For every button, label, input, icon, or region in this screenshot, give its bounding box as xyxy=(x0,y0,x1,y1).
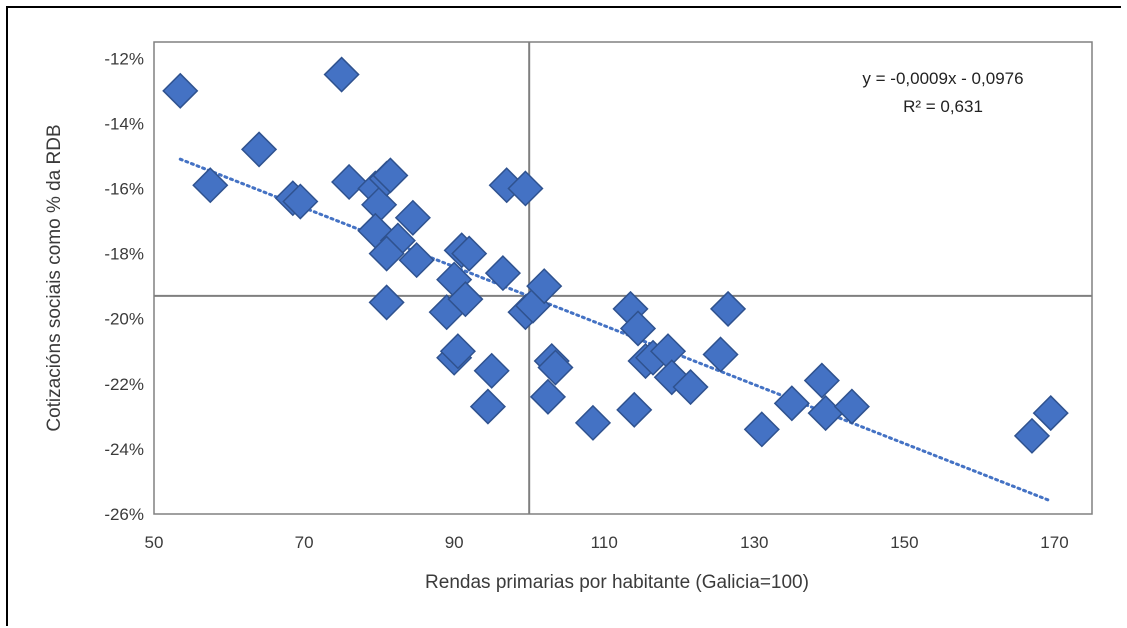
x-tick-label: 50 xyxy=(145,533,164,552)
y-tick-label: -24% xyxy=(104,440,144,459)
data-point xyxy=(1013,417,1051,454)
data-point xyxy=(484,255,521,292)
data-point xyxy=(439,333,476,370)
data-point xyxy=(529,378,567,415)
trendline xyxy=(178,157,1053,503)
x-axis-ticks: 50 70 90 110 130 150 170 xyxy=(145,533,1069,552)
data-point xyxy=(331,163,368,201)
data-point xyxy=(702,336,739,373)
x-tick-label: 130 xyxy=(740,533,768,552)
data-point xyxy=(574,404,612,441)
data-point xyxy=(803,362,840,399)
data-point xyxy=(447,281,484,318)
y-axis-title: Cotizacións sociais como % da RDB xyxy=(44,124,65,431)
data-point xyxy=(372,157,409,194)
data-point xyxy=(709,290,747,327)
data-point xyxy=(616,391,653,428)
data-point xyxy=(473,352,510,389)
y-tick-label: -20% xyxy=(104,310,144,329)
data-point xyxy=(469,388,506,425)
data-point xyxy=(368,284,405,321)
plot-area xyxy=(153,41,1093,515)
x-tick-label: 90 xyxy=(445,533,464,552)
data-point xyxy=(368,235,405,272)
y-tick-label: -18% xyxy=(104,245,144,264)
data-point xyxy=(451,235,488,272)
data-point xyxy=(1032,395,1069,432)
chart-frame: -12% -14% -16% -18% -20% -22% -24% -26% 50 70 90 1… xyxy=(6,6,1121,626)
y-axis-ticks: -12% -14% -16% -18% -20% -22% -24% -26% xyxy=(104,49,144,524)
trendline-group xyxy=(178,157,1053,503)
data-point xyxy=(537,349,574,386)
data-point xyxy=(507,170,544,207)
data-point xyxy=(394,199,431,236)
y-tick-label: -14% xyxy=(104,114,144,133)
data-point xyxy=(672,368,709,406)
y-tick-label: -12% xyxy=(104,49,144,68)
reference-lines xyxy=(154,42,1092,514)
x-tick-label: 150 xyxy=(890,533,918,552)
data-points xyxy=(162,56,1069,454)
y-tick-label: -26% xyxy=(104,505,144,524)
data-point xyxy=(282,183,319,220)
x-tick-label: 110 xyxy=(591,533,618,552)
y-tick-label: -16% xyxy=(104,179,144,198)
data-point xyxy=(773,385,810,422)
data-point xyxy=(192,167,229,204)
data-point xyxy=(323,56,360,93)
data-point xyxy=(743,411,780,448)
data-point xyxy=(398,242,435,279)
data-point xyxy=(526,268,563,305)
data-point xyxy=(162,72,199,109)
data-point xyxy=(833,388,870,425)
x-tick-label: 70 xyxy=(295,533,314,552)
x-tick-label: 170 xyxy=(1040,533,1068,552)
trendline-r2: R² = 0,631 xyxy=(903,97,983,116)
trendline-equation: y = -0,0009x - 0,0976 xyxy=(862,69,1023,88)
x-axis-title: Rendas primarias por habitante (Galicia=… xyxy=(425,572,809,593)
scatter-chart: -12% -14% -16% -18% -20% -22% -24% -26% 50 70 90 1… xyxy=(44,41,1093,593)
data-point xyxy=(619,310,657,347)
data-point xyxy=(240,131,278,168)
y-tick-label: -22% xyxy=(104,375,144,394)
